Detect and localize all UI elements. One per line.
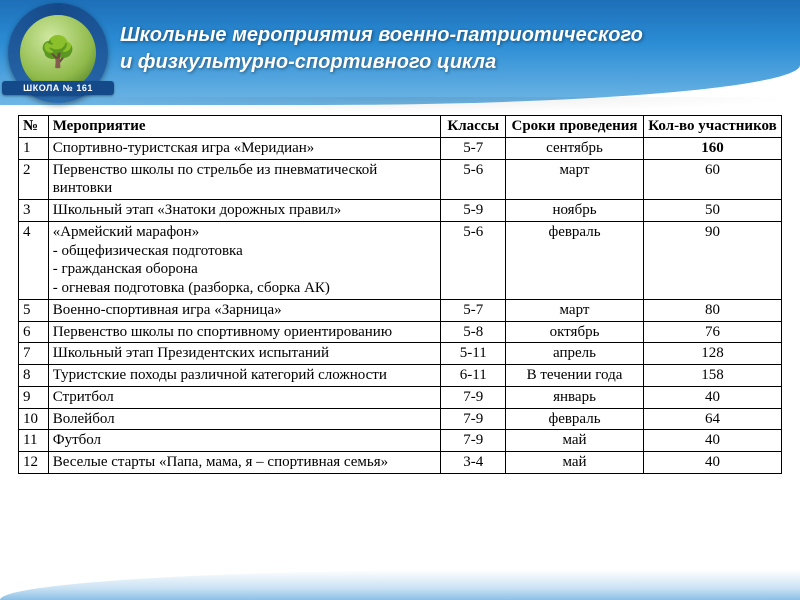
col-header-term: Сроки проведения <box>506 116 644 138</box>
title-line-2: и физкультурно-спортивного цикла <box>120 51 496 73</box>
title-line-1: Школьные мероприятия военно-патриотическ… <box>120 24 643 46</box>
cell-count: 76 <box>644 321 782 343</box>
col-header-num: № <box>19 116 49 138</box>
cell-term: март <box>506 159 644 200</box>
col-header-count: Кол-во участников <box>644 116 782 138</box>
cell-count: 60 <box>644 159 782 200</box>
cell-term: май <box>506 430 644 452</box>
events-table: № Мероприятие Классы Сроки проведения Ко… <box>18 115 782 474</box>
cell-term: сентябрь <box>506 137 644 159</box>
school-logo: 🌳 ШКОЛА № 161 <box>8 3 108 103</box>
cell-num: 9 <box>19 386 49 408</box>
cell-event: Волейбол <box>48 408 441 430</box>
table-row: 7Школьный этап Президентских испытаний5-… <box>19 343 782 365</box>
cell-count: 50 <box>644 200 782 222</box>
cell-event: Веселые старты «Папа, мама, я – спортивн… <box>48 452 441 474</box>
cell-class: 7-9 <box>441 430 506 452</box>
cell-num: 7 <box>19 343 49 365</box>
slide-title: Школьные мероприятия военно-патриотическ… <box>120 0 643 76</box>
cell-num: 10 <box>19 408 49 430</box>
cell-class: 5-11 <box>441 343 506 365</box>
table-row: 9Стритбол7-9январь40 <box>19 386 782 408</box>
table-row: 2Первенство школы по стрельбе из пневмат… <box>19 159 782 200</box>
cell-term: май <box>506 452 644 474</box>
cell-count: 160 <box>644 137 782 159</box>
col-header-event: Мероприятие <box>48 116 441 138</box>
table-body: 1Спортивно-туристская игра «Меридиан»5-7… <box>19 137 782 473</box>
cell-num: 8 <box>19 365 49 387</box>
cell-num: 11 <box>19 430 49 452</box>
cell-class: 5-7 <box>441 137 506 159</box>
cell-count: 158 <box>644 365 782 387</box>
logo-banner: ШКОЛА № 161 <box>2 81 114 95</box>
cell-class: 7-9 <box>441 408 506 430</box>
cell-event: «Армейский марафон»- общефизическая подг… <box>48 221 441 299</box>
table-row: 8Туристские походы различной категорий с… <box>19 365 782 387</box>
table-row: 3Школьный этап «Знатоки дорожных правил»… <box>19 200 782 222</box>
cell-term: октябрь <box>506 321 644 343</box>
cell-class: 5-9 <box>441 200 506 222</box>
table-row: 12Веселые старты «Папа, мама, я – спорти… <box>19 452 782 474</box>
table-row: 10Волейбол7-9февраль64 <box>19 408 782 430</box>
cell-class: 5-6 <box>441 159 506 200</box>
table-row: 6 Первенство школы по спортивному ориент… <box>19 321 782 343</box>
cell-class: 5-8 <box>441 321 506 343</box>
cell-count: 90 <box>644 221 782 299</box>
cell-class: 6-11 <box>441 365 506 387</box>
table-container: № Мероприятие Классы Сроки проведения Ко… <box>0 105 800 474</box>
footer-decoration <box>0 570 800 600</box>
cell-term: февраль <box>506 221 644 299</box>
cell-event: Спортивно-туристская игра «Меридиан» <box>48 137 441 159</box>
cell-term: В течении года <box>506 365 644 387</box>
cell-event: Туристские походы различной категорий сл… <box>48 365 441 387</box>
cell-class: 5-6 <box>441 221 506 299</box>
table-row: 1Спортивно-туристская игра «Меридиан»5-7… <box>19 137 782 159</box>
table-row: 4«Армейский марафон»- общефизическая под… <box>19 221 782 299</box>
table-header-row: № Мероприятие Классы Сроки проведения Ко… <box>19 116 782 138</box>
cell-term: март <box>506 299 644 321</box>
cell-num: 12 <box>19 452 49 474</box>
cell-count: 64 <box>644 408 782 430</box>
cell-num: 4 <box>19 221 49 299</box>
cell-count: 128 <box>644 343 782 365</box>
cell-event: Первенство школы по стрельбе из пневмати… <box>48 159 441 200</box>
cell-count: 40 <box>644 430 782 452</box>
cell-num: 6 <box>19 321 49 343</box>
cell-count: 40 <box>644 386 782 408</box>
cell-class: 3-4 <box>441 452 506 474</box>
cell-class: 5-7 <box>441 299 506 321</box>
table-row: 11Футбол7-9май40 <box>19 430 782 452</box>
cell-term: январь <box>506 386 644 408</box>
cell-event: Стритбол <box>48 386 441 408</box>
cell-event: Школьный этап Президентских испытаний <box>48 343 441 365</box>
cell-class: 7-9 <box>441 386 506 408</box>
cell-num: 3 <box>19 200 49 222</box>
cell-term: февраль <box>506 408 644 430</box>
cell-event: Футбол <box>48 430 441 452</box>
cell-count: 40 <box>644 452 782 474</box>
tree-icon: 🌳 <box>39 38 76 68</box>
table-row: 5Военно-спортивная игра «Зарница»5-7март… <box>19 299 782 321</box>
cell-num: 1 <box>19 137 49 159</box>
cell-event: Первенство школы по спортивному ориентир… <box>48 321 441 343</box>
cell-num: 5 <box>19 299 49 321</box>
cell-event: Военно-спортивная игра «Зарница» <box>48 299 441 321</box>
logo-inner: 🌳 <box>20 15 96 91</box>
cell-num: 2 <box>19 159 49 200</box>
cell-event: Школьный этап «Знатоки дорожных правил» <box>48 200 441 222</box>
cell-term: апрель <box>506 343 644 365</box>
cell-count: 80 <box>644 299 782 321</box>
slide-header: 🌳 ШКОЛА № 161 Школьные мероприятия военн… <box>0 0 800 105</box>
col-header-class: Классы <box>441 116 506 138</box>
cell-term: ноябрь <box>506 200 644 222</box>
